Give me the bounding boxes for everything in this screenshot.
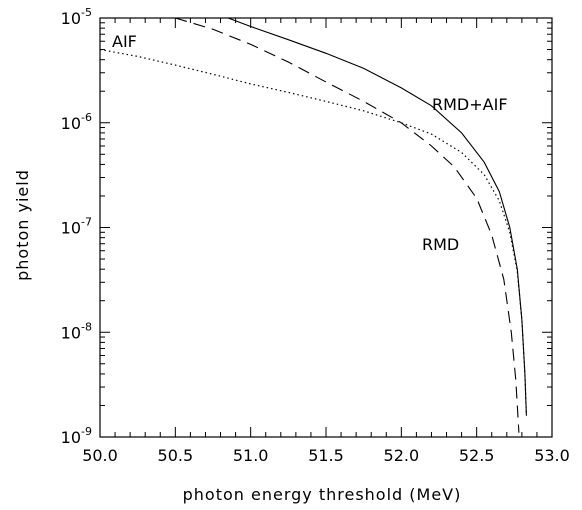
series-aif xyxy=(99,48,527,416)
y-tick-label: 10-7 xyxy=(61,216,92,238)
label-rmd: RMD xyxy=(422,235,459,254)
x-tick-label: 52.5 xyxy=(459,446,495,465)
y-tick-labels: 10-5 10-6 10-7 10-8 10-9 xyxy=(61,6,92,447)
minor-ticks xyxy=(100,18,552,437)
series-rmd-aif xyxy=(227,17,527,416)
label-rmd-aif: RMD+AIF xyxy=(432,95,508,114)
curves xyxy=(99,17,527,433)
y-tick-label: 10-8 xyxy=(61,320,92,342)
y-tick-label: 10-9 xyxy=(61,425,92,447)
x-tick-label: 52.0 xyxy=(384,446,420,465)
y-tick-label: 10-5 xyxy=(61,6,92,28)
x-tick-label: 51.5 xyxy=(308,446,344,465)
label-aif: AIF xyxy=(112,32,137,51)
y-axis-title: photon yield xyxy=(13,169,32,281)
x-tick-label: 51.0 xyxy=(233,446,269,465)
series-rmd xyxy=(175,17,520,433)
x-tick-label: 50.0 xyxy=(82,446,118,465)
x-tick-labels: 50.0 50.5 51.0 51.5 52.0 52.5 53.0 xyxy=(82,446,570,465)
plot-frame xyxy=(99,17,553,438)
x-axis-title: photon energy threshold (MeV) xyxy=(183,485,462,504)
x-tick-label: 50.5 xyxy=(158,446,194,465)
y-tick-label: 10-6 xyxy=(61,111,92,133)
major-ticks xyxy=(99,17,553,438)
x-tick-label: 53.0 xyxy=(534,446,570,465)
